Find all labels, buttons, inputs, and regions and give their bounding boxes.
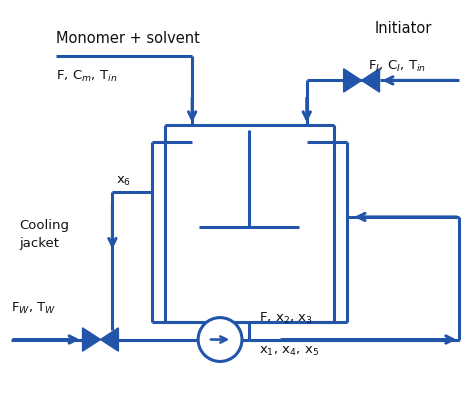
Circle shape	[198, 318, 242, 361]
Polygon shape	[100, 328, 118, 351]
Text: F$_I$, C$_I$, T$_{in}$: F$_I$, C$_I$, T$_{in}$	[367, 58, 426, 74]
Polygon shape	[362, 69, 380, 92]
Text: F, x$_2$, x$_3$: F, x$_2$, x$_3$	[259, 311, 313, 326]
Text: Monomer + solvent: Monomer + solvent	[55, 31, 200, 46]
Text: Initiator: Initiator	[374, 21, 432, 35]
Text: F, C$_m$, T$_{in}$: F, C$_m$, T$_{in}$	[55, 69, 117, 83]
Text: Cooling
jacket: Cooling jacket	[19, 219, 69, 250]
Polygon shape	[82, 328, 100, 351]
Text: x$_1$, x$_4$, x$_5$: x$_1$, x$_4$, x$_5$	[259, 345, 319, 357]
Polygon shape	[344, 69, 362, 92]
Text: F$_W$, T$_W$: F$_W$, T$_W$	[11, 301, 56, 316]
Text: x$_6$: x$_6$	[117, 175, 132, 188]
